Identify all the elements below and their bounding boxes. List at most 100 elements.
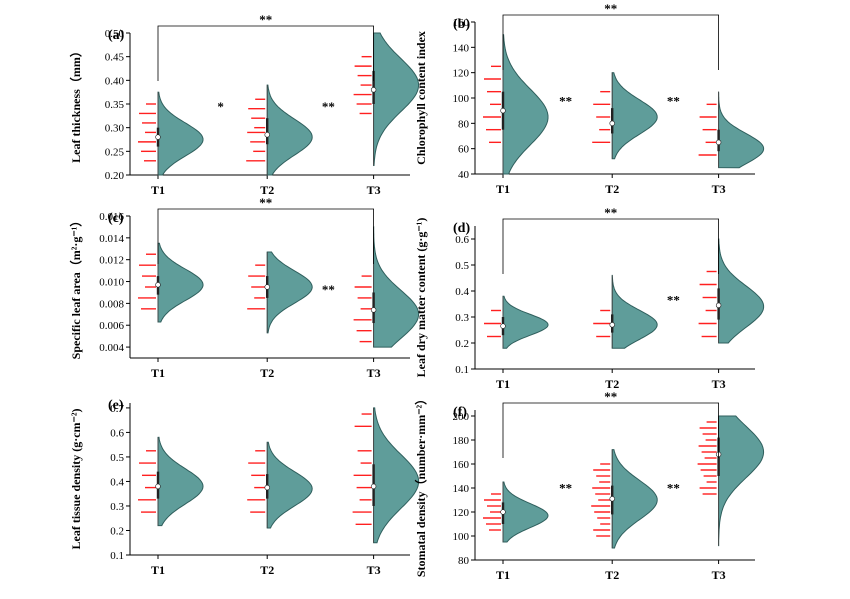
x-tick-label: T1 xyxy=(151,366,165,380)
violin-half xyxy=(718,415,765,547)
significance-marker: ** xyxy=(667,481,680,496)
significance-marker: ** xyxy=(559,481,572,496)
x-tick-label: T1 xyxy=(151,183,165,197)
x-tick-label: T3 xyxy=(712,377,726,391)
median-marker xyxy=(500,323,506,329)
y-tick-label: 0.3 xyxy=(455,312,469,324)
y-tick-label: 0.7 xyxy=(110,403,124,415)
violin-half xyxy=(373,226,420,348)
panel-label: (c) xyxy=(108,211,124,226)
significance-bracket xyxy=(502,402,719,458)
y-tick-label: 0.3 xyxy=(110,501,124,513)
median-marker xyxy=(609,496,615,502)
y-tick-label: 180 xyxy=(453,435,470,447)
y-axis-title: Specific leaf area（m²·g⁻¹） xyxy=(68,215,83,360)
y-tick-label: 0.6 xyxy=(110,427,124,439)
x-tick-label: T2 xyxy=(260,563,274,577)
y-tick-label: 0.010 xyxy=(99,277,124,289)
bracket-significance-label: ** xyxy=(604,205,617,220)
violin-group-T2 xyxy=(592,72,658,160)
y-tick-label: 0.6 xyxy=(455,234,469,246)
significance-bracket xyxy=(502,14,719,70)
chart-panel-c: 0.004 0.006 0.008 0.010 0.012 0.014 0.016 T1 T2 T… xyxy=(68,195,420,380)
y-tick-label: 0.5 xyxy=(455,260,469,272)
violin-half xyxy=(373,32,420,167)
y-axis-title: Leaf thickness（mm） xyxy=(68,45,83,163)
violin-group-T3 xyxy=(698,238,765,344)
x-tick-label: T2 xyxy=(605,568,619,582)
y-tick-label: 80 xyxy=(458,118,470,130)
violin-group-T1 xyxy=(138,436,204,527)
violin-half xyxy=(611,72,658,160)
chart-panel-b: 40 60 80 100 120 140 160 T1 T2 T3 Chlorophyll cont… xyxy=(414,1,765,196)
median-marker xyxy=(155,483,161,490)
y-tick-label: 0.016 xyxy=(99,211,124,223)
y-tick-label: 0.40 xyxy=(105,75,125,87)
violin-half xyxy=(718,91,765,169)
y-tick-label: 80 xyxy=(458,555,470,567)
y-axis-title: Chlorophyll content index xyxy=(414,31,428,165)
violin-group-T3 xyxy=(698,91,765,169)
y-tick-label: 0.4 xyxy=(455,286,469,298)
y-axis-title: Leaf dry matter content (g·g⁻¹) xyxy=(414,218,428,378)
median-marker xyxy=(609,120,615,127)
violin-group-T3 xyxy=(353,32,420,167)
violin-group-T2 xyxy=(246,84,313,176)
panel-label: (a) xyxy=(108,28,125,43)
y-tick-label: 60 xyxy=(458,144,470,156)
y-tick-label: 100 xyxy=(453,93,470,105)
y-tick-label: 0.35 xyxy=(105,99,125,111)
violin-group-T3 xyxy=(697,415,765,547)
violin-group-T1 xyxy=(138,242,204,323)
significance-marker: ** xyxy=(667,94,680,109)
violin-group-T2 xyxy=(247,251,313,334)
violin-half xyxy=(718,238,765,344)
chart-panel-d: 0.1 0.2 0.3 0.4 0.5 0.6 T1 T2 T3 Leaf dry matter … xyxy=(414,205,765,391)
y-tick-label: 0.30 xyxy=(105,123,125,135)
y-tick-label: 0.5 xyxy=(110,452,124,464)
median-marker xyxy=(500,509,506,515)
y-tick-label: 0.45 xyxy=(105,52,125,64)
panel-label: (b) xyxy=(453,17,470,32)
violin-group-T3 xyxy=(353,226,420,348)
bracket-significance-label: ** xyxy=(604,1,617,16)
y-tick-label: 120 xyxy=(453,68,470,80)
median-marker xyxy=(370,87,377,93)
violin-half xyxy=(373,407,420,544)
x-tick-label: T1 xyxy=(151,563,165,577)
significance-marker: * xyxy=(217,99,224,114)
violin-half xyxy=(502,295,549,349)
violin-half xyxy=(502,481,549,543)
panel-label: (d) xyxy=(453,221,470,236)
violin-half xyxy=(266,84,313,176)
significance-marker: ** xyxy=(322,282,335,297)
y-tick-label: 140 xyxy=(453,483,470,495)
y-tick-label: 0.004 xyxy=(99,342,124,354)
median-marker xyxy=(264,484,270,491)
x-tick-label: T3 xyxy=(712,568,726,582)
violin-half xyxy=(266,251,313,334)
violin-group-T1 xyxy=(484,295,549,349)
median-marker xyxy=(715,302,722,308)
panel-label: (f) xyxy=(453,405,467,420)
x-tick-label: T3 xyxy=(367,183,381,197)
median-marker xyxy=(609,322,615,328)
y-tick-label: 0.20 xyxy=(105,170,125,182)
y-tick-label: 160 xyxy=(453,17,470,29)
y-tick-label: 0.008 xyxy=(99,298,124,310)
y-tick-label: 40 xyxy=(458,169,470,181)
y-tick-label: 0.4 xyxy=(110,476,124,488)
y-tick-label: 0.012 xyxy=(99,255,124,267)
chart-panel-e: 0.1 0.2 0.3 0.4 0.5 0.6 0.7 T1 T2 T3 Leaf tissue d… xyxy=(69,398,420,577)
violin-half xyxy=(611,274,658,349)
significance-bracket xyxy=(502,218,719,274)
violin-half xyxy=(157,242,204,323)
chart-panel-a: 0.20 0.25 0.30 0.35 0.40 0.45 0.50 T1 T2 T3 Leaf t… xyxy=(68,12,420,197)
significance-bracket xyxy=(157,208,374,264)
bracket-significance-label: ** xyxy=(604,389,617,404)
x-tick-label: T3 xyxy=(367,563,381,577)
y-tick-label: 0.006 xyxy=(99,320,124,332)
violin-group-T2 xyxy=(591,449,658,549)
y-tick-label: 0.1 xyxy=(455,364,469,376)
